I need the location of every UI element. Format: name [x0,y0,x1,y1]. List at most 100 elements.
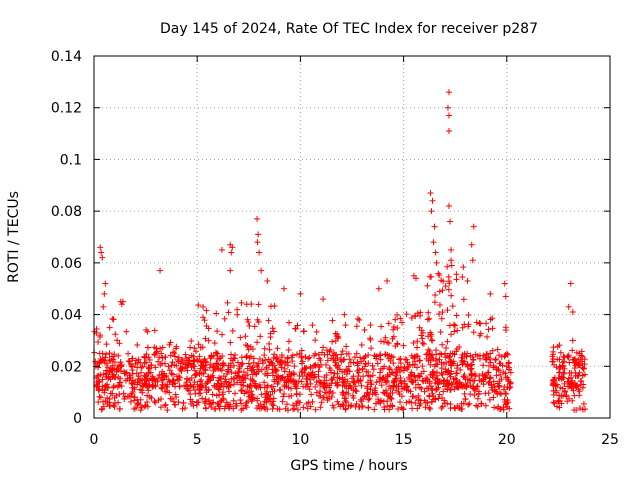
data-point [403,356,410,363]
data-point [105,384,112,391]
data-point [500,369,507,376]
data-point [349,392,356,399]
data-point [251,323,258,330]
data-point [393,372,400,379]
data-point [107,376,114,383]
data-point [106,356,113,363]
data-point [261,398,268,405]
data-point [203,380,210,387]
data-point [343,371,350,378]
data-point [179,405,186,412]
data-point [342,322,349,329]
data-point [151,398,158,405]
data-point [412,353,419,360]
data-point [115,352,122,359]
data-point [192,372,199,379]
data-point [182,405,189,412]
data-point [338,351,345,358]
data-point [257,333,264,340]
data-point [166,389,173,396]
data-point [550,344,557,351]
data-point [480,362,487,369]
data-point [250,355,257,362]
data-point [293,391,300,398]
data-point [283,401,290,408]
data-point [404,359,411,366]
data-point [412,377,419,384]
data-point [464,350,471,357]
data-point [249,346,256,353]
data-point [465,312,472,319]
data-point [208,404,215,411]
data-point [472,386,479,393]
data-point [190,353,197,360]
data-point [359,402,366,409]
data-point [451,328,458,335]
data-point [487,290,494,297]
data-point [473,383,480,390]
data-point [302,365,309,372]
data-point [404,383,411,390]
data-point [474,403,481,410]
data-point [345,350,352,357]
data-point [219,362,226,369]
data-point [494,346,501,353]
data-point [363,392,370,399]
data-point [362,361,369,368]
data-point [95,399,102,406]
y-tick-label: 0.12 [51,101,82,117]
data-point [110,384,117,391]
data-point [550,391,557,398]
data-point [138,364,145,371]
data-point [300,328,307,335]
data-point [285,338,292,345]
data-point [377,365,384,372]
data-point [344,367,351,374]
data-point [433,357,440,364]
data-point [236,368,243,375]
data-point [166,341,173,348]
data-point [347,359,354,366]
data-point [137,359,144,366]
data-point [495,366,502,373]
data-point [462,396,469,403]
data-point [127,398,134,405]
data-point [261,345,268,352]
data-point [206,397,213,404]
data-point [283,383,290,390]
data-point [425,309,432,316]
data-point [421,397,428,404]
data-point [187,391,194,398]
data-point [167,395,174,402]
data-point [396,356,403,363]
data-point [437,329,444,336]
data-point [200,303,207,310]
data-point [366,395,373,402]
data-point [499,362,506,369]
data-point [575,386,582,393]
data-point [568,369,575,376]
data-point [395,383,402,390]
data-point [383,378,390,385]
data-point [145,387,152,394]
data-point [249,395,256,402]
data-point [297,290,304,297]
y-axis-label: ROTI / TECUs [6,191,22,283]
data-point [145,364,152,371]
data-point [354,377,361,384]
data-point [156,372,163,379]
data-point [410,393,417,400]
data-point [385,392,392,399]
data-point [365,360,372,367]
data-point [171,401,178,408]
data-point [392,343,399,350]
data-point [476,320,483,327]
data-point [155,397,162,404]
data-point [456,379,463,386]
y-tick-label: 0.04 [51,308,82,324]
data-point [109,390,116,397]
data-point [482,402,489,409]
data-point [467,366,474,373]
x-tick-label: 10 [291,432,309,448]
data-point [471,377,478,384]
